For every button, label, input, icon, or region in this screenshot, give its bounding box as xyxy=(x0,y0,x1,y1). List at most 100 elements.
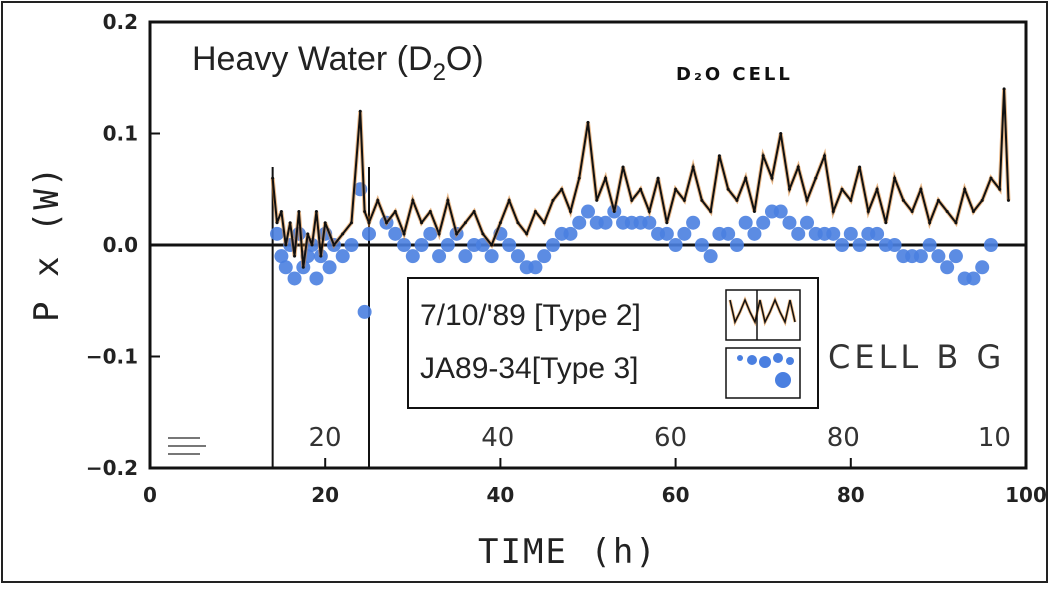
line-point xyxy=(928,221,932,225)
legend: 7/10/'89 [Type 2] JA89-34[Type 3] xyxy=(407,277,819,409)
line-point xyxy=(314,210,318,214)
x-tick-label: 0 xyxy=(143,483,157,507)
line-point xyxy=(463,221,467,225)
line-point xyxy=(761,154,765,158)
scatter-point xyxy=(887,238,902,252)
scatter-point xyxy=(686,215,701,230)
line-point xyxy=(349,221,353,225)
line-point xyxy=(341,232,345,236)
y-tick-label: −0.2 xyxy=(86,456,138,480)
scatter-point xyxy=(510,249,525,264)
scatter-point xyxy=(835,238,850,252)
x-axis-label: TIME (h) xyxy=(478,532,658,572)
scatter-point xyxy=(782,215,797,230)
x-tick-label: 20 xyxy=(311,483,339,507)
scatter-point xyxy=(528,260,543,275)
line-point xyxy=(367,221,371,225)
scatter-point xyxy=(800,215,814,230)
scatter-point xyxy=(545,238,560,252)
scatter-point xyxy=(721,226,736,241)
line-point xyxy=(700,198,704,202)
scatter-point xyxy=(287,271,302,286)
line-point xyxy=(551,198,555,202)
scatter-point xyxy=(405,249,420,264)
line-point xyxy=(858,165,862,169)
scatter-point xyxy=(747,226,762,241)
scatter-point xyxy=(397,238,412,252)
line-point xyxy=(560,187,564,191)
line-point xyxy=(674,187,678,191)
line-point xyxy=(319,254,323,258)
inner-x-tick-label: 60 xyxy=(654,423,687,453)
scatter-point xyxy=(773,204,788,219)
line-point xyxy=(787,187,791,191)
chart-title: Heavy Water (D2O) xyxy=(192,40,484,86)
legend-label-series-2: JA89-34[Type 3] xyxy=(420,352,638,385)
inner-x-tick-labels: 20 40 60 80 10 xyxy=(308,423,1011,453)
series-area xyxy=(270,87,1011,319)
line-point xyxy=(840,187,844,191)
line-point xyxy=(621,165,625,169)
line-point xyxy=(586,120,590,124)
scatter-point xyxy=(931,249,946,264)
line-point xyxy=(963,187,967,191)
scatter-point xyxy=(966,271,981,286)
scatter-point xyxy=(414,238,429,252)
line-point xyxy=(726,187,730,191)
line-point xyxy=(402,232,406,236)
line-point xyxy=(525,232,529,236)
line-point xyxy=(472,210,476,214)
scatter-point xyxy=(388,226,403,241)
line-point xyxy=(568,210,572,214)
line-point xyxy=(647,210,651,214)
line-point xyxy=(796,165,800,169)
line-point xyxy=(490,243,494,247)
scatter-point xyxy=(278,260,293,275)
line-point xyxy=(297,210,301,214)
line-point xyxy=(393,210,397,214)
line-point xyxy=(288,221,292,225)
y-tick-label: −0.1 xyxy=(86,345,138,369)
line-point xyxy=(682,198,686,202)
vertical-markers xyxy=(271,166,370,468)
inner-x-tick-label: 20 xyxy=(308,423,341,453)
line-point xyxy=(542,221,546,225)
scatter-point xyxy=(843,226,858,241)
line-point xyxy=(612,210,616,214)
line-point xyxy=(665,221,669,225)
line-point xyxy=(954,221,958,225)
inner-x-tick-label: 10 xyxy=(978,423,1011,453)
line-point xyxy=(735,198,739,202)
line-point xyxy=(875,187,879,191)
line-point xyxy=(779,132,783,135)
line-point xyxy=(945,210,949,214)
line-point xyxy=(805,198,809,202)
line-point xyxy=(428,210,432,214)
scatter-point xyxy=(791,226,806,241)
y-axis-ticks: 0.2 0.1 0.0 −0.1 −0.2 xyxy=(86,10,160,480)
scatter-point xyxy=(642,215,657,230)
scatter-point xyxy=(694,238,709,252)
line-point xyxy=(446,198,450,202)
legend-swatch-dots xyxy=(737,353,794,388)
inner-cell-label: CELL B G xyxy=(828,338,1005,376)
line-point xyxy=(301,265,305,269)
scan-scribble xyxy=(168,437,206,455)
line-point xyxy=(595,198,599,202)
x-tick-label: 100 xyxy=(1005,483,1047,507)
line-point xyxy=(332,243,336,247)
scatter-point xyxy=(729,238,744,252)
scatter-point xyxy=(598,215,613,230)
line-point xyxy=(849,198,853,202)
line-point xyxy=(358,109,362,113)
legend-label-series-1: 7/10/'89 [Type 2] xyxy=(420,299,641,332)
line-point xyxy=(420,221,424,225)
scatter-point xyxy=(274,249,289,264)
scatter-point xyxy=(335,249,350,264)
line-point xyxy=(306,232,310,236)
scatter-point xyxy=(948,249,963,264)
scatter-point xyxy=(668,238,683,252)
line-point xyxy=(770,176,774,180)
scatter-point xyxy=(362,226,376,241)
